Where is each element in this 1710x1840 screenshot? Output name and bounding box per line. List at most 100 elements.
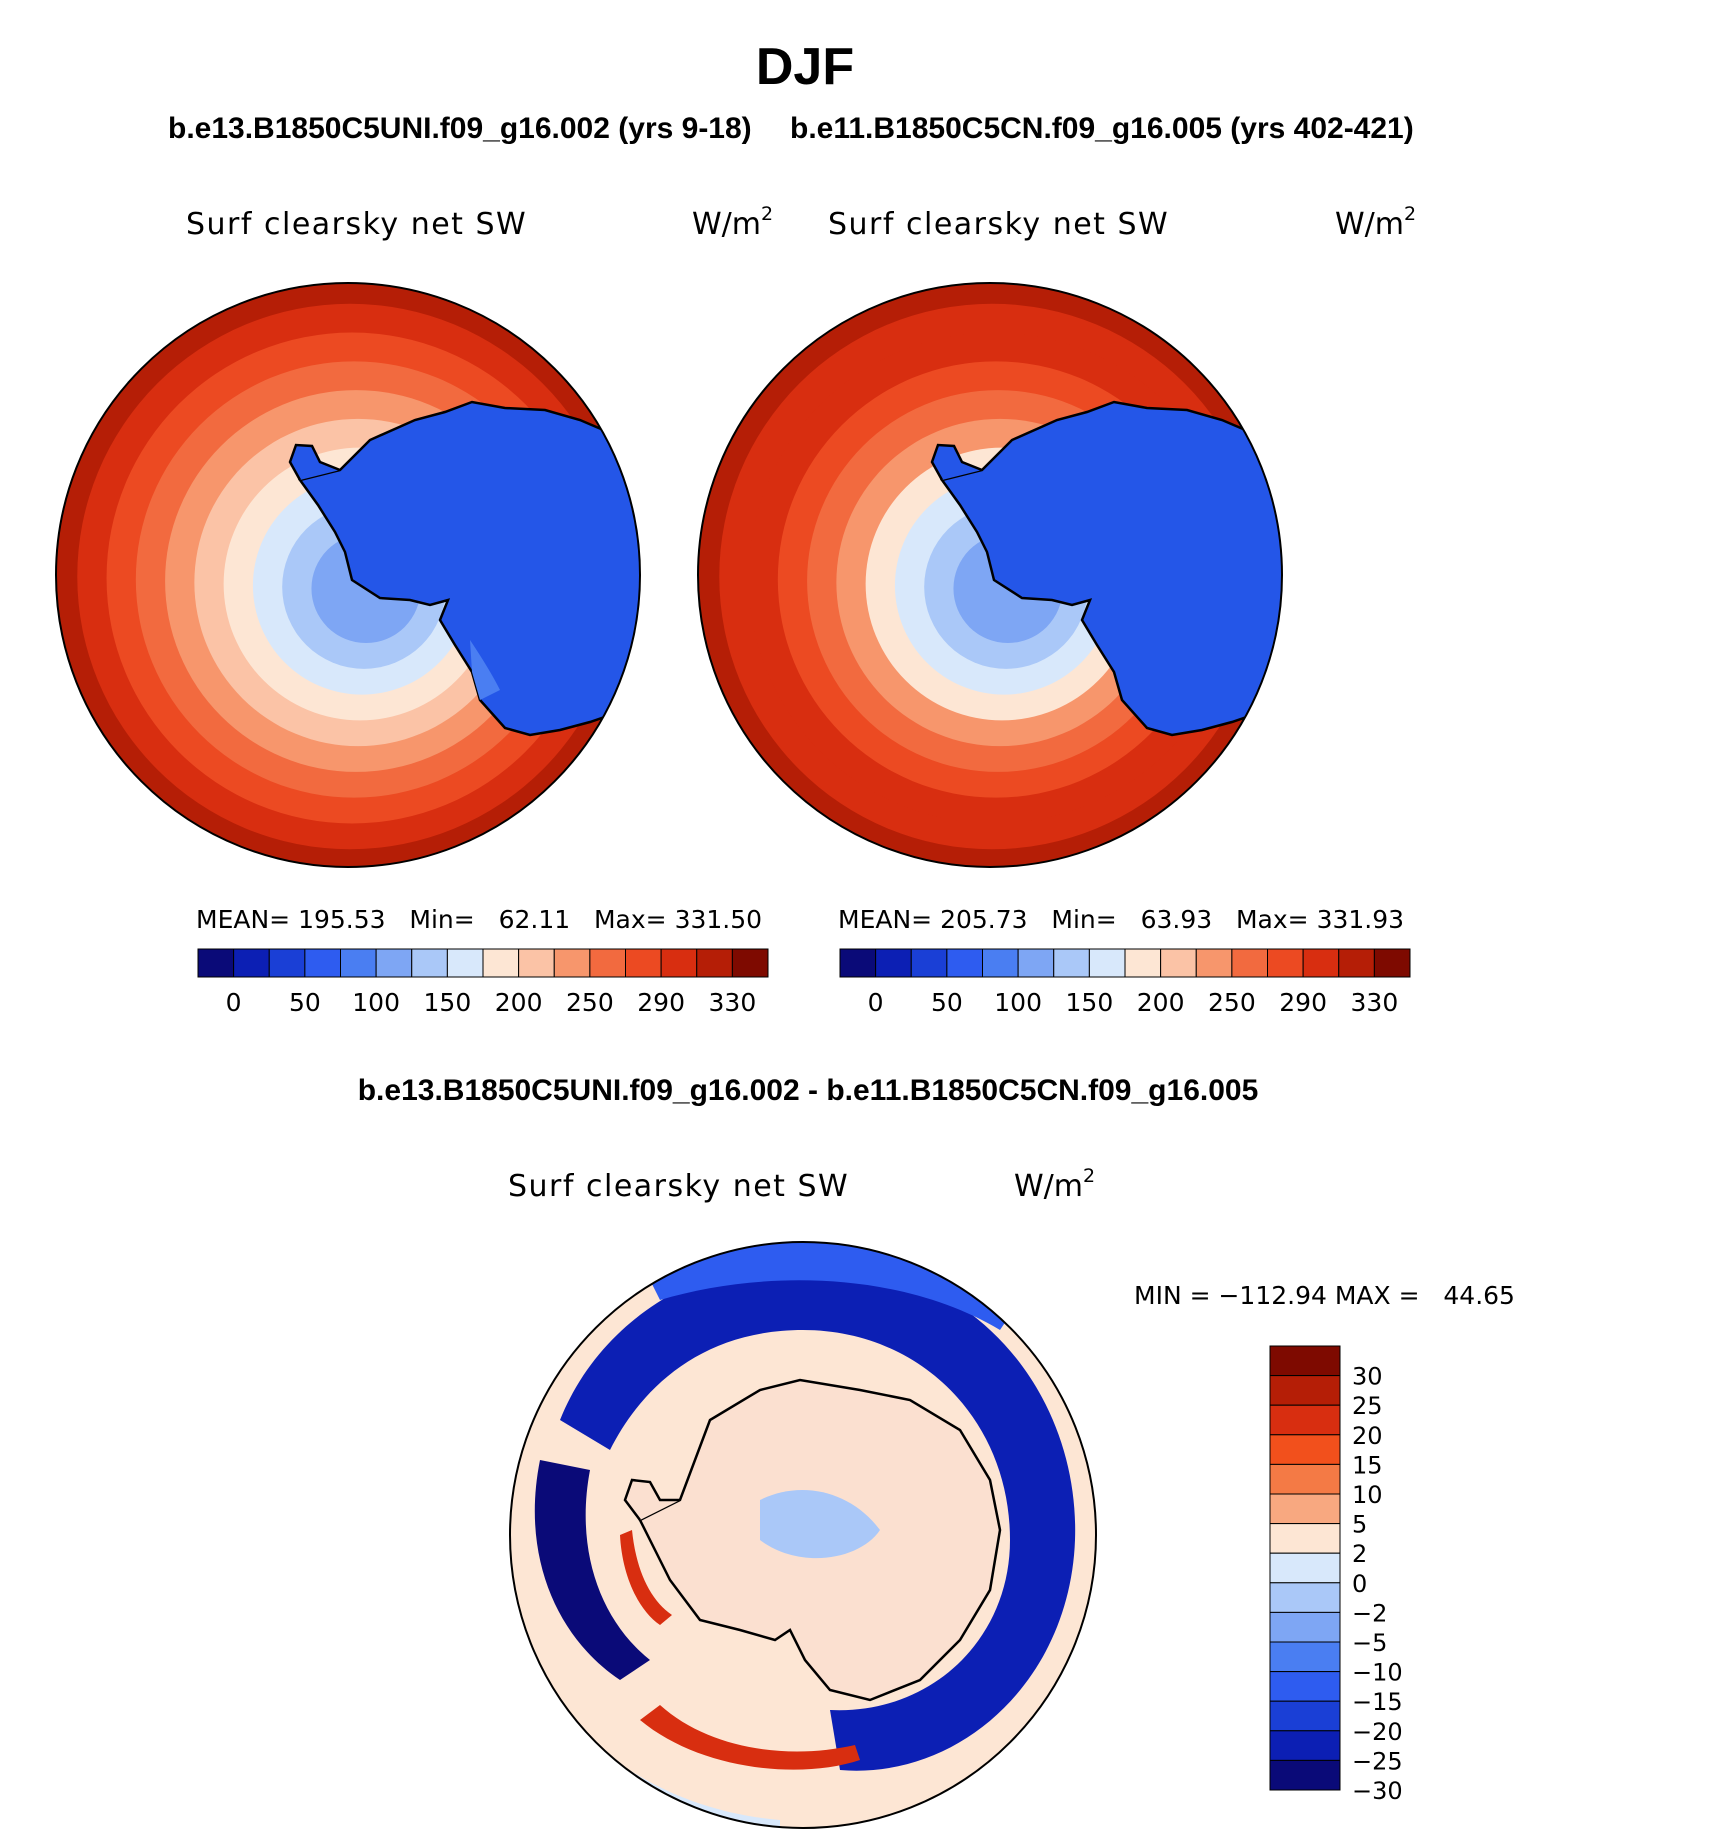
colorbar-tick-label: 150 [1066, 988, 1114, 1017]
colorbar-box [446, 948, 484, 978]
colorbar-box [589, 948, 626, 978]
colorbar-1: 0 50 100 150 200 250 290 330 [197, 948, 769, 1017]
diff-interior-blue [760, 1490, 880, 1559]
colorbar-tick-label: 50 [931, 988, 963, 1017]
colorbar-box [1269, 1493, 1341, 1525]
colorbar-box [696, 948, 733, 978]
panel-2-stats: MEAN= 205.73 Min= 63.93 Max= 331.93 [838, 905, 1404, 934]
diff-peninsula [623, 1478, 680, 1521]
colorbar-tick-label: 2 [1352, 1540, 1367, 1568]
colorbar-tick-label: −5 [1352, 1629, 1387, 1657]
panel-2-case-title: b.e11.B1850C5CN.f09_g16.005 (yrs 402-421… [790, 112, 1414, 145]
colorbar-box [482, 948, 520, 978]
colorbar-2: 0 50 100 150 200 250 290 330 [839, 948, 1411, 1017]
map-panel-diff [510, 1242, 1096, 1828]
colorbar-tick-label: −25 [1352, 1747, 1403, 1775]
colorbar-box [1195, 948, 1233, 978]
diff-variable: Surf clearsky net SW [508, 1169, 849, 1204]
colorbar-tick-label: 250 [566, 988, 614, 1017]
diff-minmax: MIN = −112.94 MAX = 44.65 [1134, 1281, 1515, 1310]
colorbar-box [197, 948, 235, 978]
colorbar-tick-label: 200 [495, 988, 543, 1017]
colorbar-box [839, 948, 877, 978]
colorbar-tick-label: 100 [352, 988, 400, 1017]
colorbar-tick-label: 0 [226, 988, 242, 1017]
page-title: DJF [756, 38, 854, 96]
colorbar-tick-label: 0 [868, 988, 884, 1017]
diff-red-arc [640, 1705, 860, 1770]
diff-west-blue [534, 1460, 650, 1680]
colorbar-tick-label: 150 [424, 988, 472, 1017]
colorbar-box [1269, 1375, 1341, 1406]
colorbar-tick-label: −30 [1352, 1777, 1403, 1805]
panel-1-units: W/m2 [692, 203, 773, 242]
colorbar-tick-label: 10 [1352, 1481, 1383, 1509]
colorbar-box [1269, 1611, 1341, 1643]
colorbar-tick-label: 15 [1352, 1451, 1383, 1479]
colorbar-box [1269, 1523, 1341, 1554]
colorbar-box [233, 948, 270, 978]
colorbar-box [1017, 948, 1055, 978]
colorbar-box [1231, 948, 1268, 978]
colorbar-box [910, 948, 948, 978]
colorbar-box [304, 948, 341, 978]
colorbar-box [1269, 1671, 1341, 1702]
colorbar-box [1267, 948, 1304, 978]
colorbar-box [946, 948, 983, 978]
colorbar-box [1269, 1700, 1341, 1732]
colorbar-box [1269, 1434, 1341, 1465]
colorbar-tick-label: 200 [1137, 988, 1185, 1017]
colorbar-box [1373, 948, 1411, 978]
colorbar-box [625, 948, 662, 978]
colorbar-box [1302, 948, 1340, 978]
colorbar-tick-label: 250 [1208, 988, 1256, 1017]
colorbar-box [1269, 1552, 1341, 1584]
map-panel-1 [56, 283, 640, 867]
colorbar-box [875, 948, 912, 978]
colorbar-tick-label: −2 [1352, 1599, 1387, 1627]
colorbar-box [1269, 1463, 1341, 1495]
map-border-diff [509, 1241, 1097, 1829]
colorbar-box [1269, 1582, 1341, 1613]
colorbar-box [731, 948, 769, 978]
colorbar-box [553, 948, 591, 978]
panel-2-variable: Surf clearsky net SW [828, 207, 1169, 242]
colorbar-box [1269, 1641, 1341, 1673]
colorbar-box [1269, 1730, 1341, 1761]
panel-1-case-title: b.e13.B1850C5UNI.f09_g16.002 (yrs 9-18) [168, 112, 752, 145]
colorbar-tick-label: 290 [1279, 988, 1327, 1017]
colorbar-box [1269, 1404, 1341, 1436]
diff-red-coast [620, 1530, 672, 1625]
colorbar-tick-label: 330 [1351, 988, 1399, 1017]
colorbar-box [518, 948, 555, 978]
panel-2-units: W/m2 [1335, 203, 1416, 242]
colorbar-box [1269, 1345, 1341, 1377]
colorbar-tick-label: 25 [1352, 1392, 1383, 1420]
colorbar-box [660, 948, 698, 978]
colorbar-tick-label: 30 [1352, 1363, 1383, 1391]
colorbar-tick-label: −15 [1352, 1688, 1403, 1716]
diff-units: W/m2 [1014, 1165, 1095, 1204]
colorbar-box [375, 948, 413, 978]
colorbar-box [1269, 1759, 1341, 1791]
colorbar-tick-label: 5 [1352, 1511, 1367, 1539]
panel-1-variable: Surf clearsky net SW [186, 207, 527, 242]
colorbar-box [340, 948, 377, 978]
map-border-1 [55, 282, 641, 868]
colorbar-box [1160, 948, 1197, 978]
colorbar-tick-label: 0 [1352, 1570, 1367, 1598]
colorbar-tick-label: 290 [637, 988, 685, 1017]
colorbar-box [1338, 948, 1375, 978]
map-border-2 [697, 282, 1283, 868]
colorbar-tick-label: 50 [289, 988, 321, 1017]
colorbar-box [1053, 948, 1090, 978]
colorbar-box [1088, 948, 1126, 978]
colorbar-box [268, 948, 306, 978]
ross-embayment-1 [470, 640, 500, 700]
colorbar-tick-label: 330 [709, 988, 757, 1017]
colorbar-tick-label: −10 [1352, 1659, 1403, 1687]
colorbar-box [982, 948, 1019, 978]
colorbar-tick-label: 100 [994, 988, 1042, 1017]
